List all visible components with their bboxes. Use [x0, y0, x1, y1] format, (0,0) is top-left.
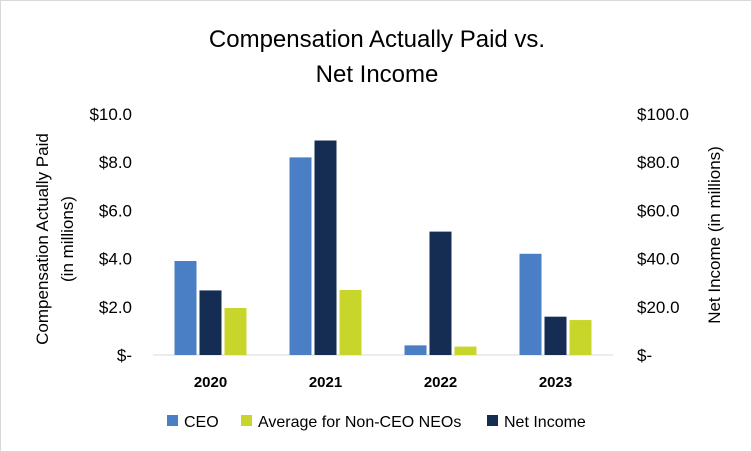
category-label: 2021	[309, 374, 342, 391]
legend-swatch	[167, 415, 178, 426]
bar-average-for-non-ceo-neos-2020	[224, 308, 247, 355]
legend-label: Average for Non-CEO NEOs	[258, 414, 461, 431]
category-labels: 2020 2021 2022 2023	[194, 374, 572, 391]
right-tick-label: $80.0	[637, 153, 680, 172]
legend-swatch	[241, 415, 252, 426]
left-tick-label: $4.0	[99, 250, 132, 269]
legend: CEO Average for Non-CEO NEOs Net Income	[167, 414, 586, 431]
bar-average-for-non-ceo-neos-2021	[339, 289, 362, 355]
bar-net-income-2020	[199, 290, 222, 355]
legend-swatch	[487, 415, 498, 426]
left-tick-label: $6.0	[99, 201, 132, 220]
bar-net-income-2021	[314, 140, 337, 355]
right-tick-label: $20.0	[637, 298, 680, 317]
bars-group	[174, 140, 592, 355]
right-tick-label: $100.0	[637, 105, 689, 124]
right-axis-label: Net Income (in millions)	[705, 146, 724, 324]
right-tick-label: $40.0	[637, 250, 680, 269]
bar-ceo-2021	[289, 157, 312, 355]
bar-ceo-2023	[519, 253, 542, 355]
left-tick-label: $10.0	[89, 105, 132, 124]
bar-average-for-non-ceo-neos-2022	[454, 346, 477, 355]
category-label: 2022	[424, 374, 457, 391]
bar-net-income-2022	[429, 231, 452, 355]
right-axis-ticks: $- $20.0 $40.0 $60.0 $80.0 $100.0	[637, 105, 689, 365]
left-axis-label-line-2: (in millions)	[58, 196, 77, 282]
bar-ceo-2020	[174, 261, 197, 355]
left-axis-label-line-1: Compensation Actually Paid	[33, 133, 52, 345]
bar-ceo-2022	[404, 345, 427, 355]
left-tick-label: $2.0	[99, 298, 132, 317]
legend-label: Net Income	[504, 414, 586, 431]
left-tick-label: $-	[117, 346, 132, 365]
right-tick-label: $60.0	[637, 201, 680, 220]
chart-title-line-1: Compensation Actually Paid vs.	[209, 26, 545, 53]
right-tick-label: $-	[637, 346, 652, 365]
chart-title-line-2: Net Income	[316, 61, 439, 88]
bar-net-income-2023	[544, 316, 567, 355]
category-label: 2020	[194, 374, 227, 391]
category-label: 2023	[539, 374, 572, 391]
left-tick-label: $8.0	[99, 153, 132, 172]
legend-label: CEO	[184, 414, 219, 431]
bar-average-for-non-ceo-neos-2023	[569, 320, 592, 355]
left-axis-ticks: $- $2.0 $4.0 $6.0 $8.0 $10.0	[89, 105, 132, 365]
